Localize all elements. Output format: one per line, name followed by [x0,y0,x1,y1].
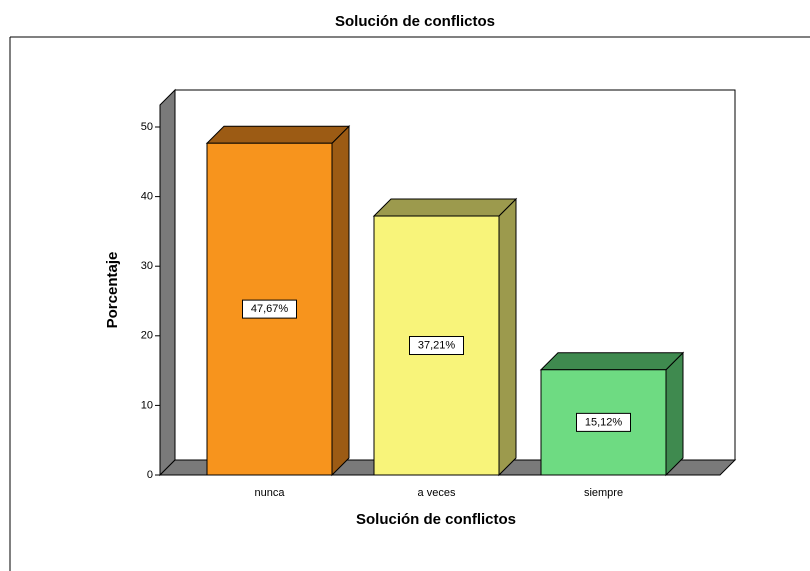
y-tick-label: 40 [141,191,153,203]
x-tick-label: nunca [255,487,286,499]
value-label: 37,21% [418,339,456,351]
value-label: 15,12% [585,416,623,428]
x-axis-title: Solución de conflictos [356,511,516,528]
value-label-box [576,412,631,432]
bar-top [539,352,685,371]
y-tick-label: 30 [141,260,153,272]
bar-side [665,351,684,477]
bar-top [372,198,518,217]
chart-title: Solución de conflictos [335,13,495,30]
y-tick-label: 20 [141,330,153,342]
y-tick-label: 10 [141,399,153,411]
y-tick-label: 0 [147,469,153,481]
y-tick-label: 50 [141,121,153,133]
y-axis-title: Porcentaje [104,252,121,329]
side-wall [159,88,176,477]
x-tick-label: siempre [584,487,623,499]
x-tick-label: a veces [418,487,456,499]
value-label-box [242,299,297,319]
bar-top [205,125,351,144]
value-label-box [409,336,464,356]
bar-side [331,125,350,477]
bar-side [498,197,517,477]
value-label: 47,67% [251,303,289,315]
